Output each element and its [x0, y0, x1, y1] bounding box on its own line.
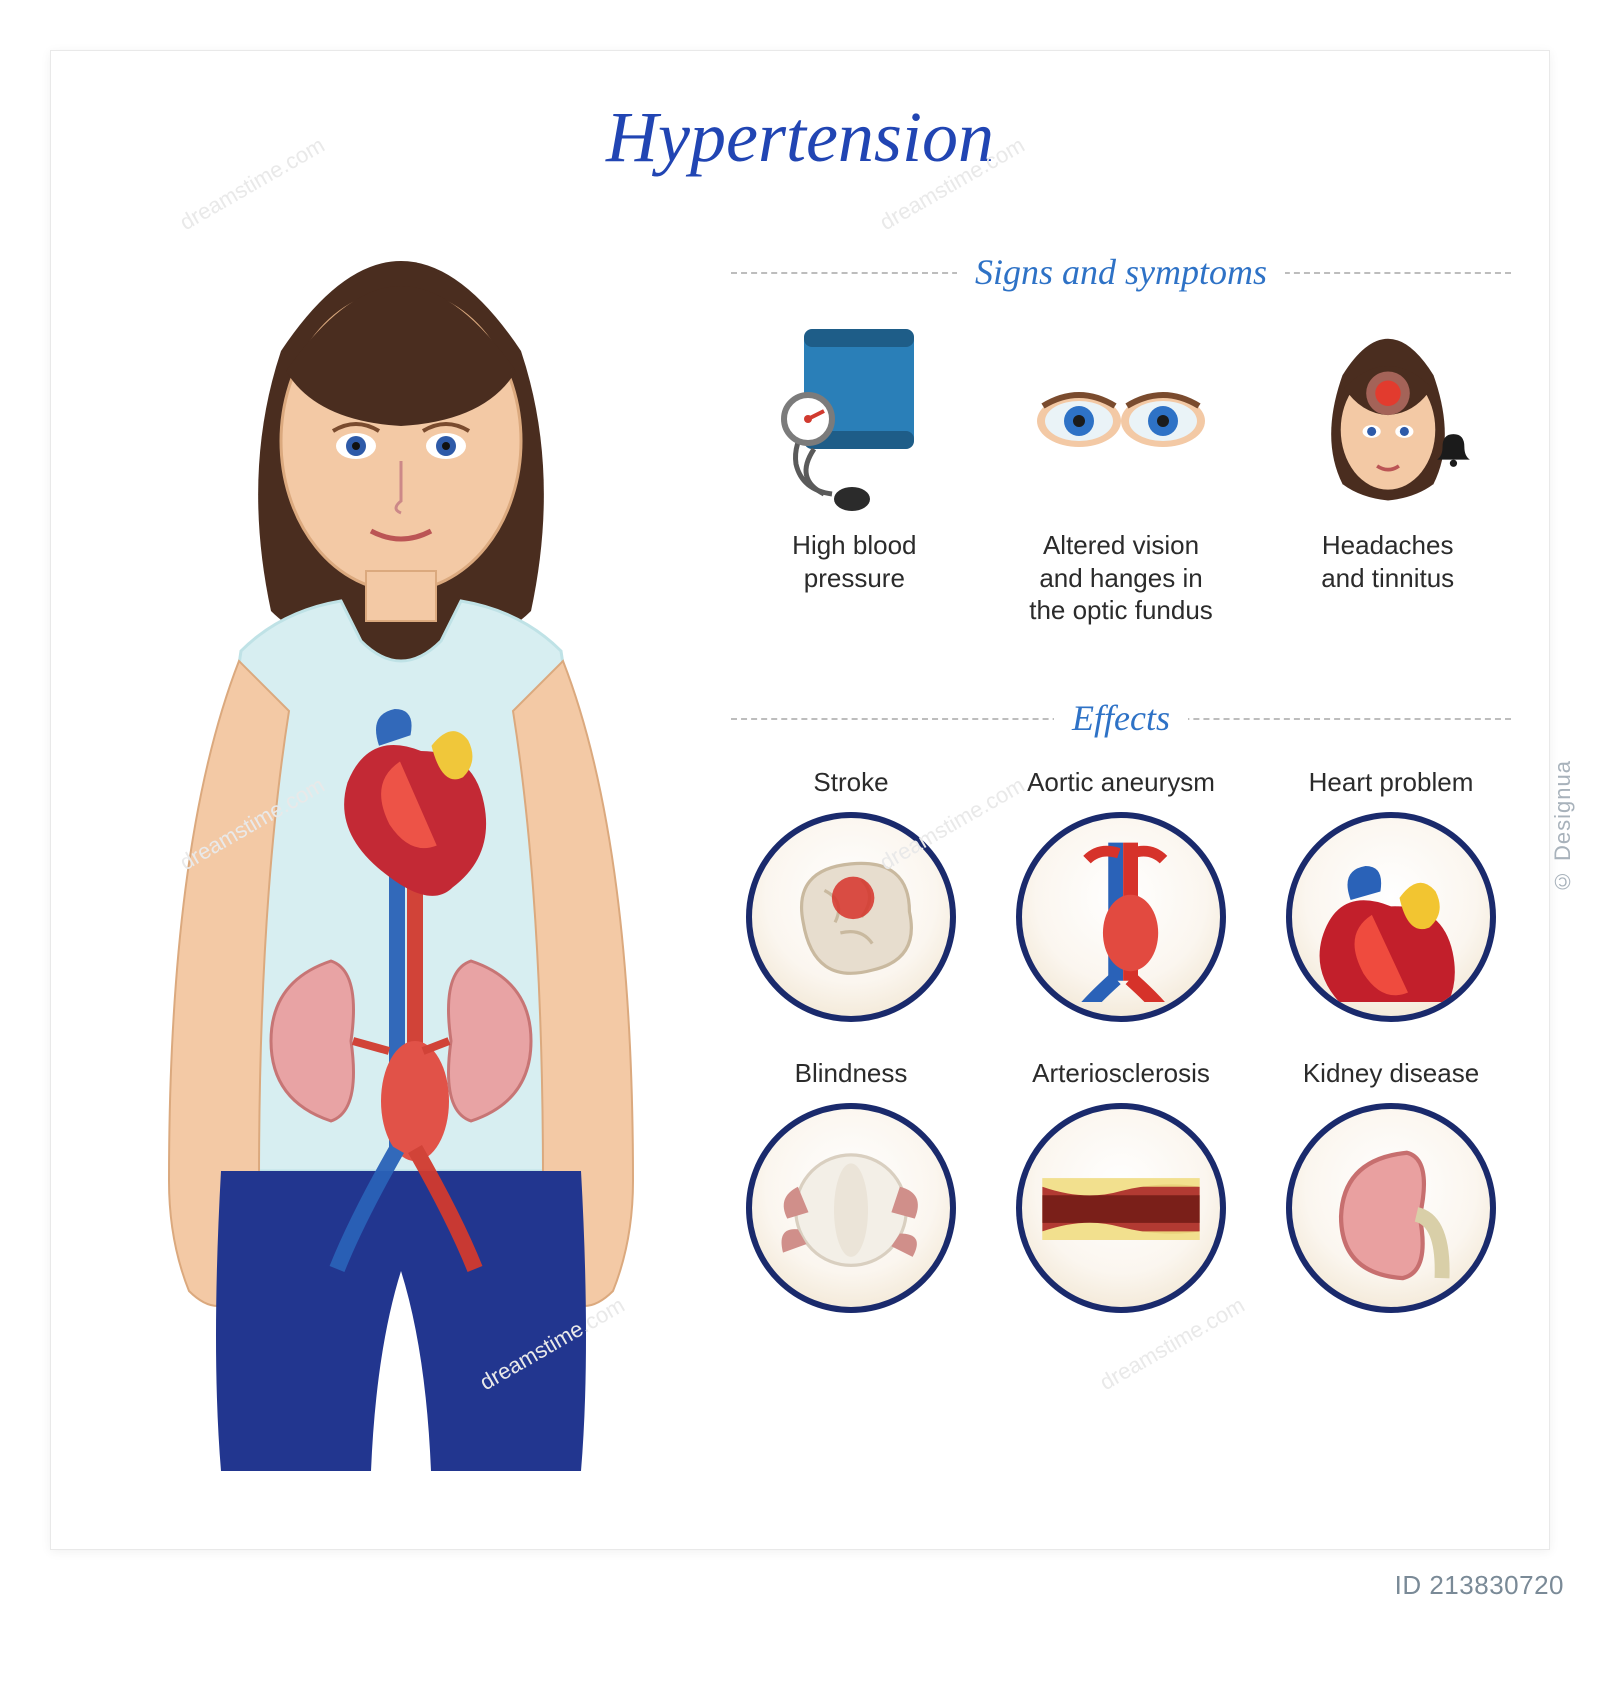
signs-heading-row: Signs and symptoms: [731, 251, 1511, 293]
effect-aortic-aneurysm: Aortic aneurysm: [1001, 767, 1241, 1022]
sign-high-bp-caption: High bloodpressure: [792, 529, 916, 594]
sign-altered-vision-caption: Altered visionand hanges inthe optic fun…: [1029, 529, 1213, 627]
sign-headache: Headachesand tinnitus: [1264, 321, 1511, 627]
neck: [366, 571, 436, 621]
right-column: Signs and symptoms: [731, 251, 1511, 1313]
sign-altered-vision: Altered visionand hanges inthe optic fun…: [998, 321, 1245, 627]
effect-heart-problem: Heart problem: [1271, 767, 1511, 1022]
eyeball-icon: [746, 1103, 956, 1313]
patient-figure: [121, 231, 681, 1471]
artery-section-icon: [1016, 1103, 1226, 1313]
sign-headache-caption: Headachesand tinnitus: [1321, 529, 1454, 594]
effect-heart-problem-label: Heart problem: [1309, 767, 1474, 798]
patient-svg: [121, 231, 681, 1471]
effect-aortic-aneurysm-label: Aortic aneurysm: [1027, 767, 1215, 798]
page-title: Hypertension: [51, 96, 1549, 179]
infographic-canvas: Hypertension: [50, 50, 1550, 1550]
effects-grid: Stroke Aortic aneurysm: [731, 767, 1511, 1313]
effect-arteriosclerosis-label: Arteriosclerosis: [1032, 1058, 1210, 1089]
eyes-icon: [1021, 321, 1221, 511]
signs-heading: Signs and symptoms: [957, 251, 1285, 293]
aorta-icon: [1016, 812, 1226, 1022]
kidney-icon: [1286, 1103, 1496, 1313]
effect-kidney-disease-label: Kidney disease: [1303, 1058, 1479, 1089]
image-id-label: ID 213830720: [1395, 1570, 1564, 1601]
head-pain-icon: [1288, 321, 1488, 511]
effect-blindness: Blindness: [731, 1058, 971, 1313]
pants: [216, 1171, 586, 1471]
sign-high-bp: High bloodpressure: [731, 321, 978, 627]
effect-blindness-label: Blindness: [795, 1058, 908, 1089]
effects-heading: Effects: [1054, 697, 1188, 739]
sphygmomanometer-icon: [754, 321, 954, 511]
effect-arteriosclerosis: Arteriosclerosis: [1001, 1058, 1241, 1313]
credit-label: © Designua: [1550, 760, 1576, 894]
effect-kidney-disease: Kidney disease: [1271, 1058, 1511, 1313]
signs-row: High bloodpressure: [731, 321, 1511, 627]
effect-stroke-label: Stroke: [813, 767, 888, 798]
brain-icon: [746, 812, 956, 1022]
effects-heading-row: Effects: [731, 697, 1511, 739]
heart-icon: [1286, 812, 1496, 1022]
effect-stroke: Stroke: [731, 767, 971, 1022]
